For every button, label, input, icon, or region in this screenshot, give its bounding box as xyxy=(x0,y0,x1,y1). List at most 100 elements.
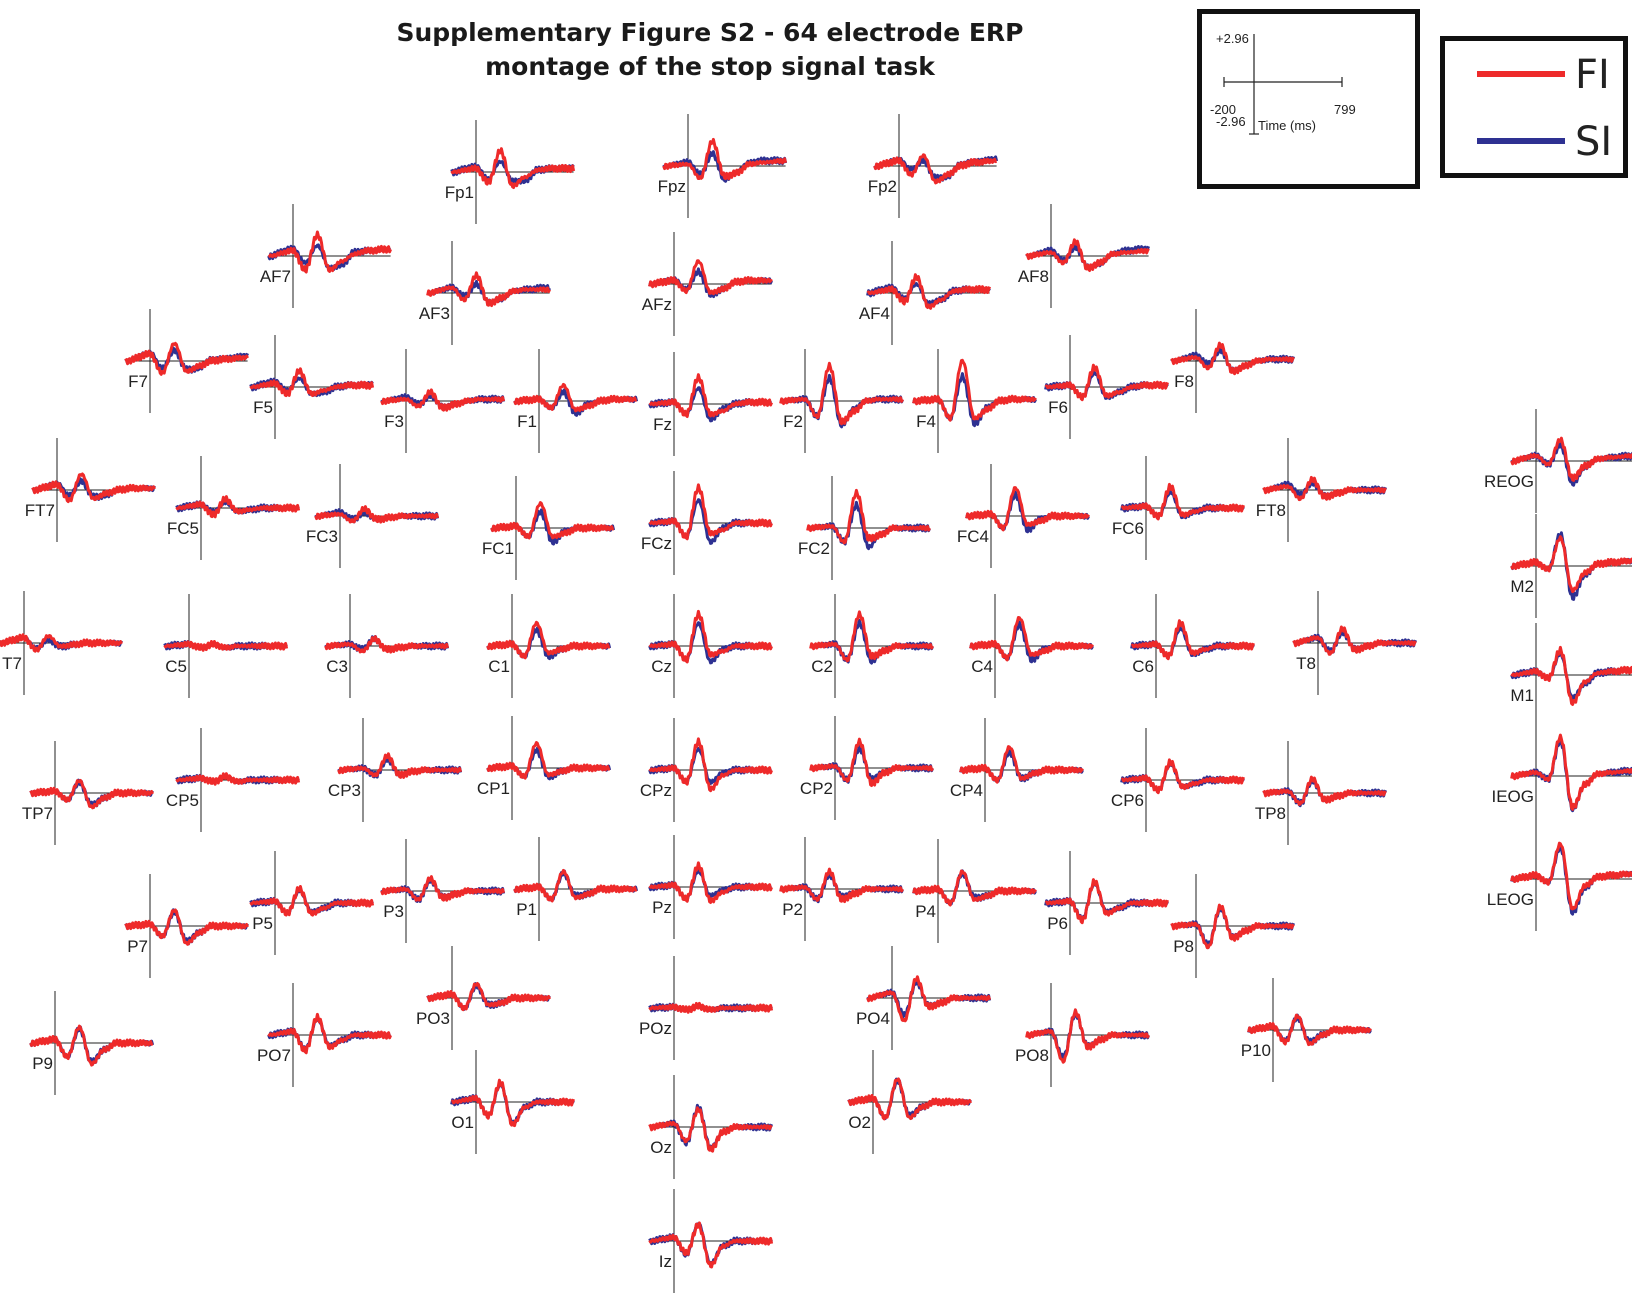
electrode-label: P7 xyxy=(127,937,148,956)
electrode-plot-p4: P4 xyxy=(912,839,1037,943)
electrode-plot-p9: P9 xyxy=(29,991,155,1095)
series-line-fi xyxy=(175,772,301,786)
electrode-plot-af4: AF4 xyxy=(859,241,992,345)
series-line-fi xyxy=(124,341,249,376)
electrode-label: PO4 xyxy=(856,1009,890,1028)
electrode-label: P3 xyxy=(383,902,404,921)
electrode-plot-fp2: Fp2 xyxy=(868,114,999,218)
electrode-label: Fp1 xyxy=(445,183,474,202)
electrode-label: P10 xyxy=(1241,1041,1271,1060)
series-line-fi xyxy=(648,259,773,296)
electrode-plot-cpz: CPz xyxy=(640,718,773,822)
electrode-plot-fc3: FC3 xyxy=(306,464,440,568)
electrode-label: P1 xyxy=(516,900,537,919)
series-line-fi xyxy=(29,1024,154,1067)
electrode-label: C3 xyxy=(326,657,348,676)
series-line-fi xyxy=(380,388,506,412)
electrode-label: CP6 xyxy=(1111,791,1144,810)
electrode-plot-p8: P8 xyxy=(1170,874,1296,978)
electrode-plot-f7: F7 xyxy=(124,309,249,413)
series-line-fi xyxy=(648,737,773,793)
series-line-fi xyxy=(249,885,375,917)
electrode-label: IEOG xyxy=(1491,787,1534,806)
figure-title: Supplementary Figure S2 - 64 electrode E… xyxy=(396,18,1024,81)
electrode-plot-fc5: FC5 xyxy=(167,456,301,560)
series-line-fi xyxy=(1044,363,1170,402)
series-line-fi xyxy=(806,488,931,545)
series-line-fi xyxy=(267,1012,392,1055)
electrode-plot-po8: PO8 xyxy=(1015,983,1150,1087)
scale-ymax: +2.96 xyxy=(1216,31,1249,46)
electrode-label: Fpz xyxy=(658,177,686,196)
electrode-label: TP7 xyxy=(22,804,53,823)
series-line-fi xyxy=(486,620,611,660)
electrode-label: Fz xyxy=(653,415,672,434)
series-line-fi xyxy=(648,861,773,904)
series-line-fi xyxy=(426,271,551,308)
electrode-label: Fp2 xyxy=(868,177,897,196)
electrode-label: O1 xyxy=(451,1113,474,1132)
series-line-fi xyxy=(866,975,992,1023)
series-line-fi xyxy=(662,137,788,181)
electrode-plot-fcz: FCz xyxy=(641,471,773,575)
scale-box: +2.96 -2.96 -200 799 Time (ms) xyxy=(1197,9,1420,189)
series-line-fi xyxy=(847,1077,973,1121)
electrode-plot-cp6: CP6 xyxy=(1111,728,1246,832)
electrode-label: P2 xyxy=(782,900,803,919)
series-line-fi xyxy=(1170,903,1295,950)
series-line-fi xyxy=(648,373,773,418)
electrode-plot-ft7: FT7 xyxy=(25,438,156,542)
series-line-fi xyxy=(873,153,998,185)
series-line-fi xyxy=(175,495,301,519)
electrode-label: CP5 xyxy=(166,791,199,810)
electrode-plot-fc4: FC4 xyxy=(957,464,1090,568)
legend-label-fi: FI xyxy=(1575,52,1610,98)
electrode-label: F7 xyxy=(128,372,148,391)
electrode-plot-c4: C4 xyxy=(969,594,1094,698)
electrode-plot-po3: PO3 xyxy=(416,946,552,1050)
electrode-label: C5 xyxy=(165,657,187,676)
electrode-label: PO7 xyxy=(257,1046,291,1065)
series-line-fi xyxy=(0,633,123,653)
electrode-label: C6 xyxy=(1132,657,1154,676)
electrode-label: Iz xyxy=(659,1252,672,1271)
electrode-plot-reog: REOG xyxy=(1484,409,1632,513)
electrode-label: REOG xyxy=(1484,472,1534,491)
series-line-fi xyxy=(648,1106,773,1153)
electrode-label: FT8 xyxy=(1256,501,1286,520)
electrode-label: F5 xyxy=(253,398,273,417)
electrode-label: M1 xyxy=(1510,686,1534,705)
series-line-fi xyxy=(969,616,1094,662)
electrode-label: PO8 xyxy=(1015,1046,1049,1065)
electrode-plot-p5: P5 xyxy=(249,851,375,955)
electrode-plot-fc1: FC1 xyxy=(482,476,616,580)
electrode-plot-p2: P2 xyxy=(779,837,904,941)
electrode-label: C1 xyxy=(488,657,510,676)
electrode-label: FC4 xyxy=(957,527,989,546)
electrode-plot-f2: F2 xyxy=(779,349,904,453)
electrode-plot-poz: POz xyxy=(639,956,774,1060)
series-line-fi xyxy=(809,737,934,787)
series-line-fi xyxy=(1510,535,1632,594)
electrode-label: CP3 xyxy=(328,781,361,800)
electrode-plot-f3: F3 xyxy=(380,349,506,453)
electrode-plot-p3: P3 xyxy=(380,839,506,943)
series-line-fi xyxy=(648,1001,774,1014)
electrode-label: POz xyxy=(639,1019,672,1038)
electrode-plot-af7: AF7 xyxy=(260,204,392,308)
electrode-plot-t8: T8 xyxy=(1292,591,1418,695)
electrode-plot-cp1: CP1 xyxy=(477,716,612,820)
electrode-label: F4 xyxy=(916,412,936,431)
electrode-plot-cp4: CP4 xyxy=(950,718,1084,822)
electrode-plot-fpz: Fpz xyxy=(658,114,788,218)
electrode-label: AF4 xyxy=(859,304,890,323)
electrode-plot-ft8: FT8 xyxy=(1256,438,1387,542)
electrode-label: T7 xyxy=(2,654,22,673)
scale-tmax: 799 xyxy=(1334,102,1356,117)
electrode-label: FC6 xyxy=(1112,519,1144,538)
series-line-fi xyxy=(1170,341,1295,376)
series-line-fi xyxy=(779,361,904,426)
series-line-fi xyxy=(1120,758,1246,795)
series-line-fi xyxy=(314,505,440,524)
